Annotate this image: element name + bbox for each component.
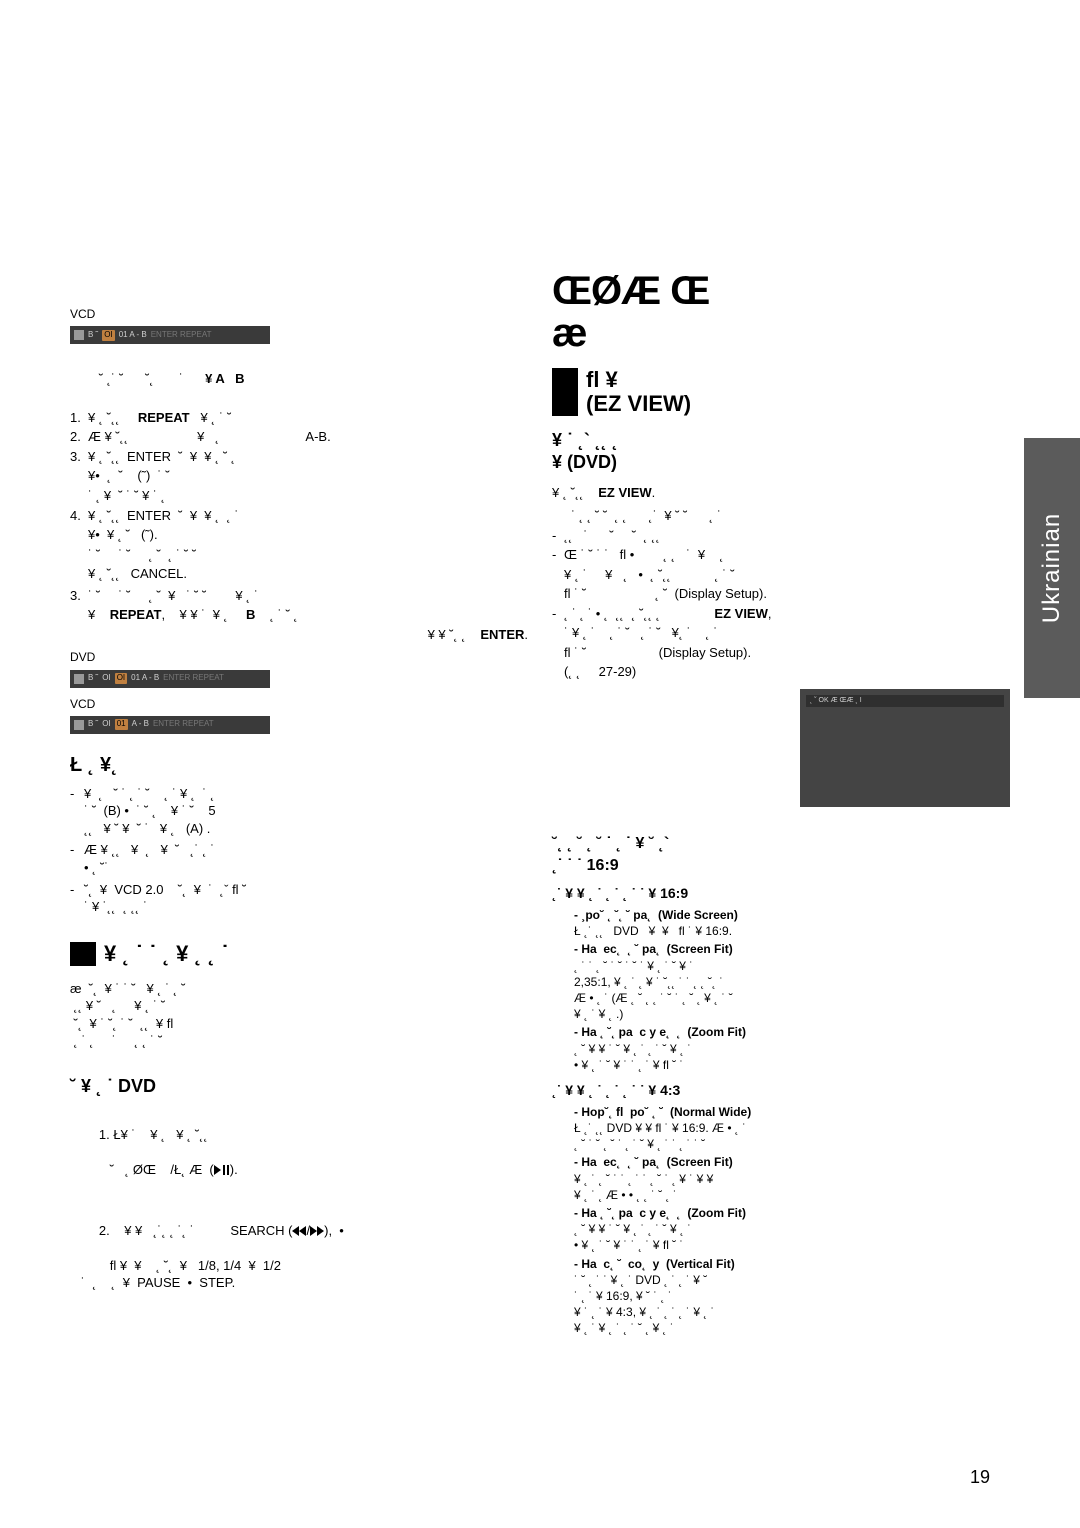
play-pause-icon [214,1165,230,1175]
ratio-head: ˘˛ ˛ ˘ ˛ ˘ ˙ ˛ ˙ ¥ ˘ ˛` ˛˙ ˙ ˙ 16:9 [552,833,1010,876]
ab-steps-2: 3.˙ ˘ ˙ ˘ ˛ ˘ ¥ ˙ ˘ ˘ ¥ ˛ ˙ ¥ REPEAT, ¥ … [70,587,528,644]
chapter-title: ŒØÆ Œ æ [552,270,1010,354]
section-marker-ez [552,368,578,416]
language-tab: Ukrainian [1024,438,1080,698]
display-highlight-2: OI [115,673,127,684]
ez-view-bar: ˛ ˘ OK Æ ŒÆ ˛ I [806,695,1004,707]
language-tab-label: Ukrainian [1038,513,1066,623]
rewind-icon [292,1226,306,1236]
slow-intro: æ ˘˛ ¥ ˙ ˙ ˘ ¥ ˛ ˙ ˛ ˘ ˛˛ ¥ ˘ ˛ ¥ ˛ ˙ ˘ … [70,980,528,1050]
dvd-section-title: ˘ ¥ ˛ ˙ DVD [70,1074,528,1098]
forward-icon [310,1226,324,1236]
vcd-display-2: B ˜ OI 01 A - B ENTER REPEAT [70,716,270,734]
group-43: ˛˙ ¥ ¥ ˛ ˙ ˛ ˙ ˛ ˙ ˙ ¥ 4:3 - Hop˘˛ fl po… [552,1081,1010,1337]
display-highlight: OI [102,330,114,341]
ez-intro-line: ¥ ˛ ˘˛˛ EZ VIEW. [552,484,1010,502]
section-marker-2 [70,942,96,966]
note-title: Ł ˛ ¥˛ [70,752,528,779]
vcd-label-1: VCD [70,306,528,322]
group-169: ˛˙ ¥ ¥ ˛ ˙ ˛ ˙ ˛ ˙ ˙ ¥ 16:9 - ¸po˘ ˛ ˘˛ … [552,884,1010,1073]
display-highlight-3: 01 [115,719,128,730]
group-169-title: ˛˙ ¥ ¥ ˛ ˙ ˛ ˙ ˛ ˙ ˙ ¥ 16:9 [552,884,1010,903]
dvd-step-2: 2. ¥ ¥ ˛˙˛ ˛ ˙˛ ˙ SEARCH (/), • fl ¥ ¥ ˛… [70,1204,528,1309]
vcd-label-2: VCD [70,696,528,712]
vcd-display-1: B ˜ OI 01 A - B ENTER REPEAT [70,326,270,344]
dvd-step-1: 1. Ł¥ ˙ ¥ ˛ ¥ ˛ ˘˛˛ ˘ ˛ ØŒ /Ł˛ Æ (). [70,1108,528,1196]
section-title-ez: fl ¥ (EZ VIEW) [586,368,691,416]
sub-head-dvd: ¥ ˙ ˛` ˛˛ ˛ ¥ (DVD) [552,430,1010,473]
ab-steps-1: 1.¥ ˛ ˘˛˛ REPEAT ¥ ˛ ˙ ˘ 2.Æ ¥ ˘˛˛ ¥ ˛ A… [70,409,528,583]
section-title-slow: ¥ ˛ ˙ ˙ ˛ ¥ ˛ ˛ ˙ [104,942,229,966]
right-column: ŒØÆ Œ æ fl ¥ (EZ VIEW) ¥ ˙ ˛` ˛˛ ˛ ¥ (DV… [552,90,1010,1339]
page-number: 19 [970,1467,990,1488]
left-column: VCD B ˜ OI 01 A - B ENTER REPEAT ˘ ˛˙ ˘ … [70,90,528,1339]
ez-intro-list: ˙ ˛ ˛ ˘ ˘ ˛ ˛ ˛˙ ¥ ˘ ˘ ˛ ˙ -˛˛ ˙ ˘ ˘ ˛ ˛… [552,507,1010,681]
ez-view-preview: ˛ ˘ OK Æ ŒÆ ˛ I [800,689,1010,807]
ab-heading: ˘ ˛˙ ˘ ˘˛ ˙ ¥ A B [70,352,528,405]
group-43-title: ˛˙ ¥ ¥ ˛ ˙ ˛ ˙ ˛ ˙ ˙ ¥ 4:3 [552,1081,1010,1100]
dvd-label: DVD [70,649,528,665]
note-block: Ł ˛ ¥˛ -¥ ˛ ˘ ˙ ˛ ˙ ˘ ˛ ˙ ¥ ˛ ˙ ˛ ˙ ˘ (B… [70,752,528,916]
dvd-display: B ˜ OI OI 01 A - B ENTER REPEAT [70,670,270,688]
